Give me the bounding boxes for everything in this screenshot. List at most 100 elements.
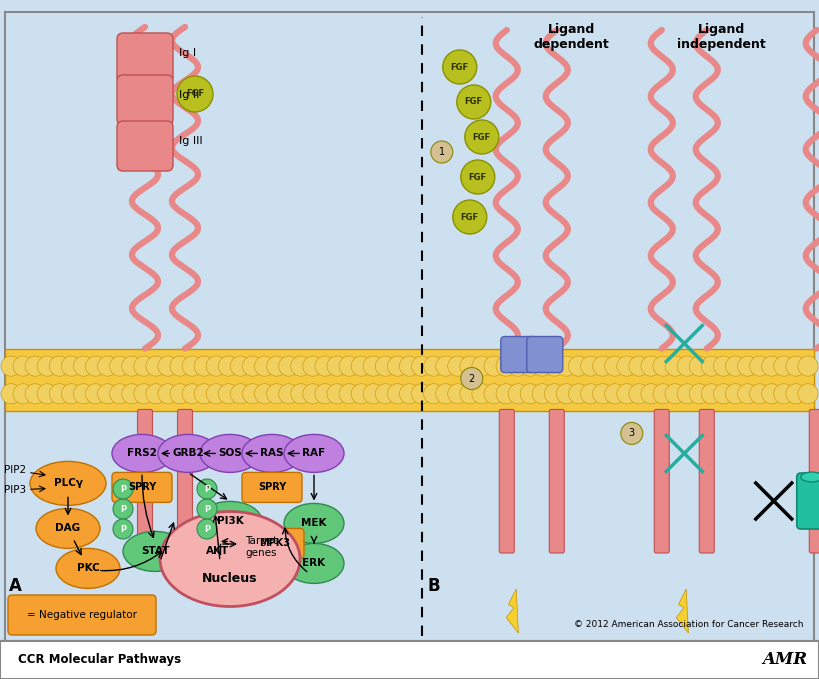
Text: AΜR: AΜR: [762, 651, 807, 669]
Text: RAF: RAF: [302, 448, 326, 458]
FancyBboxPatch shape: [527, 337, 563, 373]
Circle shape: [327, 356, 347, 376]
FancyBboxPatch shape: [699, 409, 714, 553]
Circle shape: [339, 384, 360, 404]
Circle shape: [448, 356, 468, 376]
FancyBboxPatch shape: [112, 473, 172, 502]
Circle shape: [593, 384, 613, 404]
Circle shape: [749, 384, 770, 404]
FancyBboxPatch shape: [117, 75, 173, 125]
Circle shape: [291, 384, 311, 404]
Circle shape: [146, 384, 166, 404]
Text: FGF: FGF: [186, 90, 204, 98]
Text: Target
genes: Target genes: [245, 536, 278, 558]
Circle shape: [459, 356, 480, 376]
Circle shape: [545, 384, 564, 404]
Circle shape: [690, 356, 709, 376]
FancyBboxPatch shape: [117, 33, 173, 83]
Circle shape: [351, 356, 371, 376]
Circle shape: [110, 384, 129, 404]
Circle shape: [443, 50, 477, 84]
Circle shape: [604, 384, 625, 404]
Circle shape: [113, 499, 133, 519]
FancyBboxPatch shape: [178, 409, 192, 553]
Circle shape: [278, 384, 299, 404]
Circle shape: [25, 356, 45, 376]
Ellipse shape: [56, 549, 120, 589]
Ellipse shape: [801, 472, 819, 482]
FancyBboxPatch shape: [809, 409, 819, 553]
Circle shape: [267, 384, 287, 404]
Circle shape: [568, 384, 589, 404]
Text: B: B: [428, 577, 440, 595]
Ellipse shape: [123, 532, 187, 572]
Text: 2: 2: [468, 373, 475, 384]
Text: P: P: [204, 485, 210, 494]
Polygon shape: [506, 589, 518, 633]
Circle shape: [61, 356, 81, 376]
Circle shape: [315, 356, 335, 376]
Circle shape: [194, 384, 215, 404]
Ellipse shape: [188, 532, 248, 572]
Circle shape: [496, 356, 516, 376]
Circle shape: [122, 356, 142, 376]
FancyBboxPatch shape: [500, 409, 514, 553]
Circle shape: [219, 356, 238, 376]
FancyBboxPatch shape: [500, 337, 536, 373]
Circle shape: [122, 384, 142, 404]
Circle shape: [556, 384, 577, 404]
Circle shape: [85, 356, 106, 376]
Text: CCR Molecular Pathways: CCR Molecular Pathways: [18, 653, 181, 667]
Text: FRS2: FRS2: [127, 448, 157, 458]
Circle shape: [182, 384, 202, 404]
Circle shape: [461, 160, 495, 194]
Circle shape: [375, 356, 396, 376]
Circle shape: [411, 384, 432, 404]
Circle shape: [13, 356, 34, 376]
Circle shape: [453, 200, 486, 234]
FancyBboxPatch shape: [138, 409, 152, 553]
Ellipse shape: [200, 435, 260, 473]
Circle shape: [532, 356, 552, 376]
Circle shape: [581, 384, 600, 404]
Circle shape: [459, 384, 480, 404]
Circle shape: [37, 356, 57, 376]
Circle shape: [113, 519, 133, 539]
Circle shape: [411, 356, 432, 376]
Circle shape: [97, 356, 118, 376]
Circle shape: [762, 384, 782, 404]
Text: FGF: FGF: [450, 62, 468, 71]
Circle shape: [617, 356, 637, 376]
Circle shape: [508, 384, 528, 404]
Circle shape: [545, 356, 564, 376]
Text: PIP2: PIP2: [4, 465, 26, 475]
Circle shape: [496, 384, 516, 404]
Polygon shape: [676, 589, 689, 633]
Circle shape: [581, 356, 600, 376]
FancyBboxPatch shape: [797, 473, 819, 529]
Circle shape: [436, 384, 456, 404]
Circle shape: [1, 356, 21, 376]
Circle shape: [303, 384, 323, 404]
Circle shape: [423, 356, 444, 376]
Circle shape: [568, 356, 589, 376]
Circle shape: [182, 356, 202, 376]
Circle shape: [520, 356, 541, 376]
Text: © 2012 American Association for Cancer Research: © 2012 American Association for Cancer R…: [574, 620, 804, 629]
Text: 1: 1: [439, 147, 445, 157]
Circle shape: [206, 384, 226, 404]
Text: P: P: [120, 524, 126, 534]
Circle shape: [230, 356, 251, 376]
Circle shape: [133, 384, 154, 404]
Ellipse shape: [36, 509, 100, 549]
FancyBboxPatch shape: [654, 409, 669, 553]
Circle shape: [508, 356, 528, 376]
Circle shape: [798, 384, 818, 404]
Circle shape: [363, 356, 383, 376]
Text: P: P: [120, 485, 126, 494]
FancyBboxPatch shape: [242, 473, 302, 502]
Text: FGF: FGF: [464, 98, 483, 107]
Circle shape: [267, 356, 287, 376]
Circle shape: [110, 356, 129, 376]
Circle shape: [641, 384, 661, 404]
